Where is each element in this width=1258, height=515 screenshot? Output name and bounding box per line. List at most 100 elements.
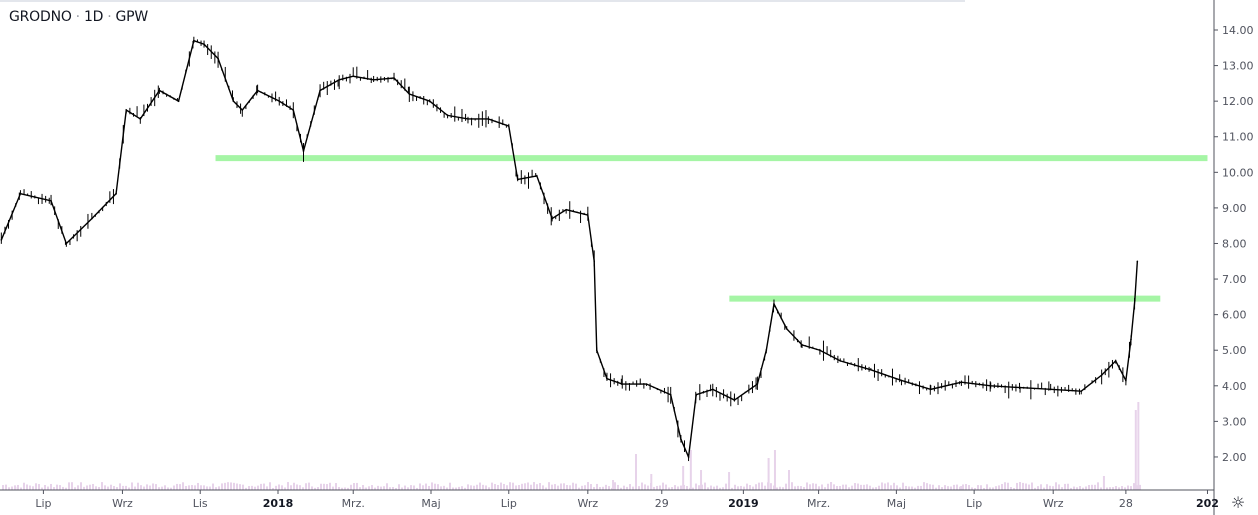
volume-bar [617,484,619,490]
volume-bar [284,487,286,490]
volume-bar [1046,484,1048,490]
volume-bar [140,485,142,490]
volume-bar [785,483,787,490]
volume-bar [960,486,963,490]
volume-bar [554,484,556,490]
volume-bar [557,485,559,490]
volume-bar [881,482,883,490]
y-tick-label: 6.00 [1222,309,1247,322]
volume-bar [629,484,631,490]
y-tick-label: 13.00 [1222,60,1254,73]
volume-bar [818,486,820,490]
volume-bar [218,486,220,490]
volume-bar [700,470,703,490]
volume-bar [16,486,19,490]
volume-bar [104,485,106,490]
volume-bar [1073,486,1075,490]
volume-bar [227,482,229,490]
volume-bar [662,482,664,490]
volume-bar [359,487,361,490]
volume-bar [326,484,328,490]
volume-bar [626,486,628,490]
volume-bar [953,484,955,490]
volume-bar [833,484,835,490]
price-axis[interactable]: 14.00 13.00 12.00 11.00 10.00 9.00 8.00 7.00 6.0… [1214,24,1254,464]
y-tick-label: 5.00 [1222,344,1247,357]
volume-bar [599,486,601,490]
volume-bar [680,485,682,490]
volume-bar [191,485,193,490]
volume-bar [869,485,871,490]
volume-bar [431,482,433,490]
volume-bar [746,483,748,490]
volume-bar [464,487,466,490]
volume-bar [65,487,67,490]
x-tick-label: 2019 [728,497,759,510]
volume-bar [1052,486,1054,490]
volume-bar [710,485,712,490]
volume-bar [461,486,463,490]
volume-bar [1124,487,1126,490]
volume-bar [329,482,331,490]
y-tick-label: 3.00 [1222,415,1247,428]
volume-bar [815,483,817,490]
volume-bar [188,485,190,490]
volume-bar [611,487,613,490]
volume-bar [668,487,670,490]
volume-bar [584,485,586,490]
volume-bar [302,487,304,490]
volume-bar [575,483,577,490]
volume-bar [788,470,790,490]
volume-bar [491,482,493,490]
x-tick-label: Maj [421,497,440,510]
volume-bar [884,483,886,490]
volume-bar [26,484,28,490]
volume-bar [581,485,583,490]
volume-bar [56,484,58,490]
volume-bar [902,482,904,490]
volume-bar [542,485,544,490]
volume-bar [1061,487,1063,490]
volume-bar [530,484,532,490]
volume-bar [1088,485,1090,490]
volume-bar [248,486,250,490]
volume-bar [682,466,685,490]
volume-bar [389,487,391,490]
volume-bar [338,486,340,490]
x-tick-label: Lip [501,497,517,510]
volume-bar [656,485,658,490]
volume-bar [941,487,943,490]
volume-bar [263,483,265,490]
volume-bar [548,482,550,490]
volume-bar [653,486,655,490]
volume-bar [275,485,277,490]
time-axis[interactable]: Lip Wrz Lis 2018 Mrz. Maj Lip Wrz 29 2019 Mrz. Maj L… [35,490,1219,510]
volume-bar [2,485,4,490]
settings-gear-icon[interactable]: ☼ [1230,493,1246,512]
volume-bar [278,484,280,490]
volume-bar [989,487,991,490]
volume-bar [641,482,643,490]
volume-bar [437,484,439,490]
x-tick-label: 29 [655,497,669,510]
volume-bar [779,486,781,490]
volume-bar [707,487,709,490]
volume-bar [425,483,427,490]
volume-bar [344,487,346,490]
volume-bar [1136,485,1138,490]
volume-bar [1127,485,1129,490]
volume-bar [41,487,43,490]
volume-bar [1112,487,1114,490]
volume-bar [722,487,724,490]
price-line [0,39,1139,460]
volume-bar [887,482,889,490]
volume-bar [83,486,85,490]
volume-bar [116,487,118,490]
volume-bar [119,483,121,490]
volume-bar [452,487,454,490]
volume-bar [632,486,634,490]
volume-bar [800,486,802,490]
volume-bar [362,485,364,490]
volume-bar [890,485,892,490]
